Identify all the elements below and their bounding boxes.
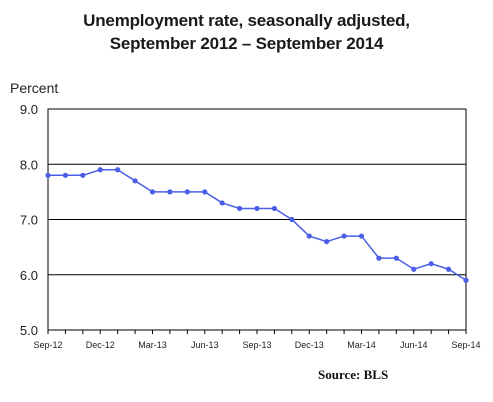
data-point	[358, 233, 365, 239]
data-point	[445, 266, 452, 272]
x-tick-label: Jun-13	[191, 340, 219, 350]
source-note: Source: BLS	[318, 367, 389, 382]
data-point	[289, 216, 295, 223]
y-tick-label: 6.0	[20, 268, 38, 283]
chart-title-line-1: Unemployment rate, seasonally adjusted,	[83, 11, 410, 30]
data-points	[45, 167, 469, 283]
data-point	[202, 189, 208, 195]
x-tick-label: Dec-13	[295, 340, 324, 350]
data-point	[149, 189, 156, 195]
data-point	[341, 233, 347, 239]
data-point	[167, 189, 173, 195]
y-tick-label: 8.0	[20, 157, 38, 172]
data-point	[411, 266, 417, 272]
data-point	[324, 239, 330, 245]
gridlines	[48, 163, 466, 276]
x-tick-label: Sep-12	[33, 340, 62, 350]
x-tick-label: Mar-13	[138, 340, 167, 350]
y-tick-label: 9.0	[20, 102, 38, 117]
x-tick-labels: Sep-12 Dec-12 Mar-13 Jun-13 Sep-13 Dec-13 Mar-…	[33, 340, 480, 350]
data-point	[393, 255, 399, 261]
data-point	[463, 277, 469, 283]
data-point	[97, 167, 103, 173]
data-point	[236, 205, 243, 212]
series-line	[48, 169, 467, 281]
data-point	[428, 261, 434, 267]
data-point	[271, 205, 278, 212]
data-point	[184, 189, 190, 195]
data-point	[254, 205, 260, 212]
y-tick-label: 7.0	[20, 213, 38, 228]
data-point	[376, 255, 382, 261]
data-point	[62, 172, 69, 178]
data-point	[115, 167, 121, 173]
x-tick-label: Dec-12	[86, 340, 115, 350]
data-point	[132, 178, 138, 184]
x-tick-label: Sep-14	[451, 340, 480, 350]
x-tick-label: Sep-13	[242, 340, 271, 350]
data-point	[80, 172, 86, 178]
y-tick-label: 5.0	[20, 323, 38, 338]
chart-title-line-2: September 2012 – September 2014	[109, 34, 384, 53]
x-tick-marks	[47, 330, 467, 334]
y-axis-label: Percent	[10, 80, 59, 96]
x-tick-label: Jun-14	[400, 340, 428, 350]
data-point	[306, 233, 312, 239]
x-tick-label: Mar-14	[347, 340, 376, 350]
y-tick-labels: 9.0 8.0 7.0 6.0 5.0	[20, 102, 38, 338]
data-point	[219, 200, 225, 206]
data-point	[45, 172, 51, 178]
